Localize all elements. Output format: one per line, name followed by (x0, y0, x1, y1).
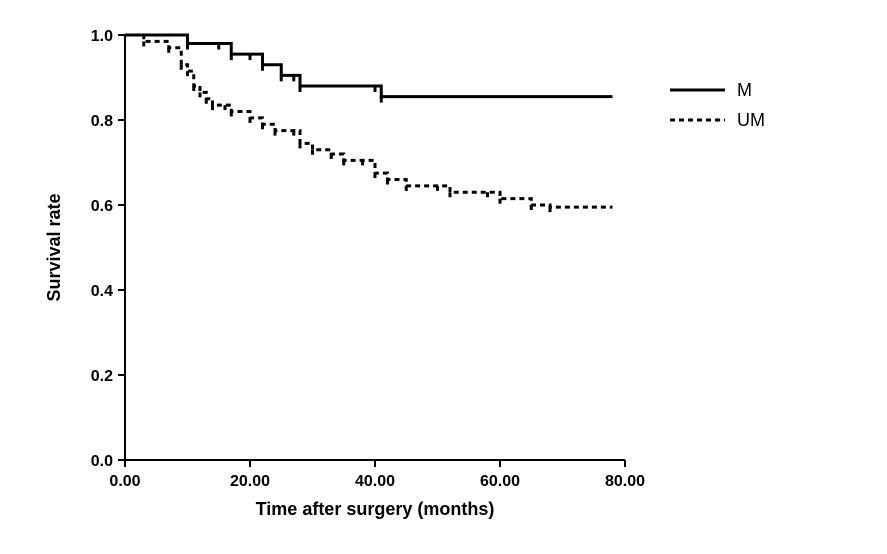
y-tick-label: 1.0 (91, 28, 113, 45)
x-tick-label: 0.00 (109, 473, 140, 490)
x-tick-label: 80.00 (605, 473, 645, 490)
x-tick-label: 40.00 (355, 473, 395, 490)
chart-svg: 0.0 0.2 0.4 0.6 0.8 1.0 0.00 20.00 40.00 60.00 80.… (0, 0, 887, 554)
y-tick-label: 0.6 (91, 198, 113, 215)
x-tick-label: 60.00 (480, 473, 520, 490)
x-axis-label: Time after surgery (months) (256, 499, 495, 519)
chart-bg (0, 0, 887, 554)
y-tick-label: 0.0 (91, 453, 113, 470)
y-tick-label: 0.4 (91, 283, 113, 300)
legend-label-M: M (737, 80, 752, 100)
x-tick-label: 20.00 (230, 473, 270, 490)
y-axis-label: Survival rate (44, 193, 64, 301)
survival-chart: 0.0 0.2 0.4 0.6 0.8 1.0 0.00 20.00 40.00 60.00 80.… (0, 0, 887, 554)
legend-label-UM: UM (737, 110, 765, 130)
y-tick-label: 0.2 (91, 368, 113, 385)
y-tick-label: 0.8 (91, 113, 113, 130)
